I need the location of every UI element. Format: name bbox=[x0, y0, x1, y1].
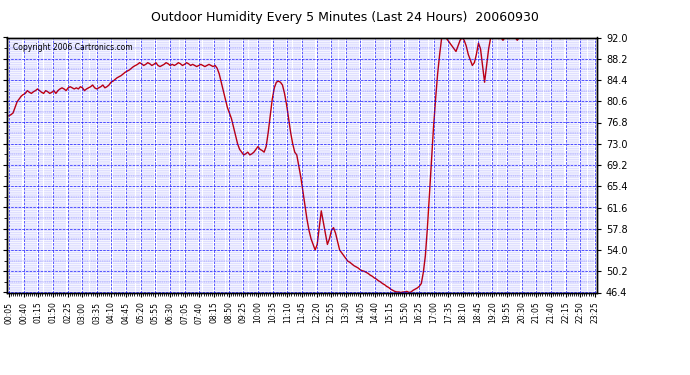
Text: Outdoor Humidity Every 5 Minutes (Last 24 Hours)  20060930: Outdoor Humidity Every 5 Minutes (Last 2… bbox=[151, 11, 539, 24]
Text: Copyright 2006 Cartronics.com: Copyright 2006 Cartronics.com bbox=[13, 43, 132, 52]
